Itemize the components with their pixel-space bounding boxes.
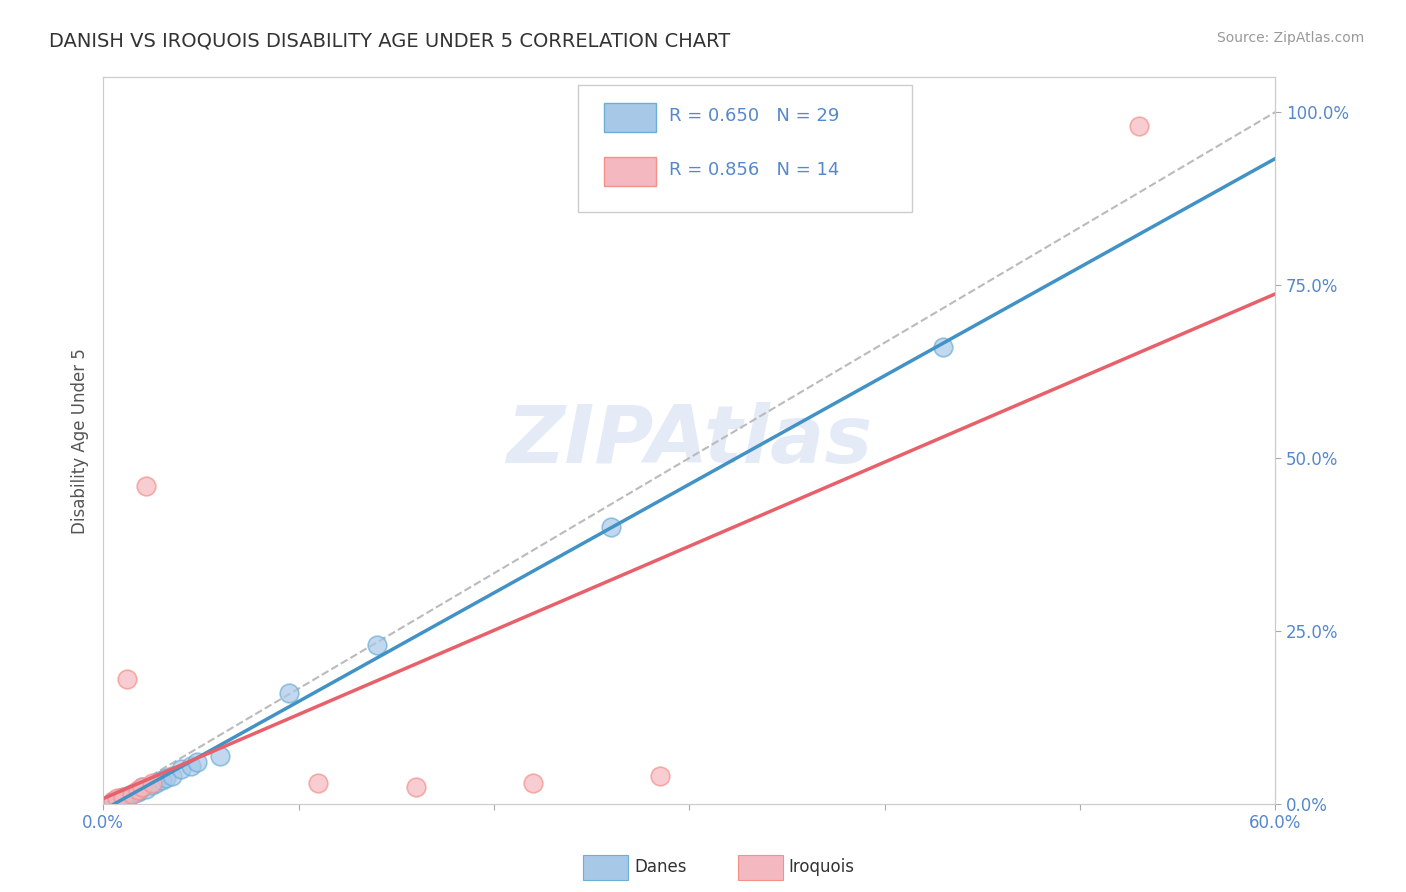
Point (932, 340, 955, 354)
Text: Iroquois: Iroquois (789, 858, 855, 876)
Point (129, 783, 152, 797)
Point (107, 792, 129, 806)
Point (1128, 119, 1150, 133)
Point (124, 786, 146, 800)
Point (141, 776, 163, 790)
Point (111, 790, 134, 805)
Point (307, 776, 329, 790)
Point (120, 788, 142, 802)
Point (131, 780, 153, 794)
Point (101, 793, 124, 807)
Point (405, 780, 427, 794)
Point (110, 791, 132, 805)
Text: R = 0.650   N = 29: R = 0.650 N = 29 (669, 107, 839, 125)
Point (366, 638, 388, 652)
Point (186, 756, 208, 770)
Point (155, 771, 177, 785)
Point (131, 780, 153, 794)
Point (115, 789, 138, 803)
Point (160, 769, 183, 783)
Point (600, 520, 623, 534)
Point (111, 790, 134, 805)
Point (101, 793, 124, 807)
Point (135, 478, 157, 492)
Text: DANISH VS IROQUOIS DISABILITY AGE UNDER 5 CORRELATION CHART: DANISH VS IROQUOIS DISABILITY AGE UNDER … (49, 31, 731, 50)
Point (180, 759, 202, 773)
Point (121, 787, 143, 801)
Point (277, 686, 299, 700)
Point (105, 791, 128, 805)
Point (145, 776, 167, 790)
Y-axis label: Disability Age Under 5: Disability Age Under 5 (72, 348, 89, 533)
Point (522, 776, 544, 790)
Point (115, 673, 138, 687)
Text: R = 0.856   N = 14: R = 0.856 N = 14 (669, 161, 839, 179)
Text: ZIPAtlas: ZIPAtlas (506, 401, 872, 480)
FancyBboxPatch shape (578, 85, 912, 212)
Point (127, 784, 149, 798)
Point (125, 785, 148, 799)
Point (114, 790, 136, 805)
Point (127, 783, 149, 797)
Point (117, 789, 139, 804)
Point (209, 748, 232, 763)
Point (648, 769, 671, 783)
Point (141, 778, 163, 792)
Point (105, 793, 128, 807)
Text: Source: ZipAtlas.com: Source: ZipAtlas.com (1216, 31, 1364, 45)
Text: Danes: Danes (634, 858, 686, 876)
Point (150, 772, 173, 787)
Point (170, 763, 193, 777)
FancyBboxPatch shape (603, 157, 657, 186)
Point (121, 787, 143, 801)
Point (135, 781, 157, 796)
FancyBboxPatch shape (603, 103, 657, 132)
